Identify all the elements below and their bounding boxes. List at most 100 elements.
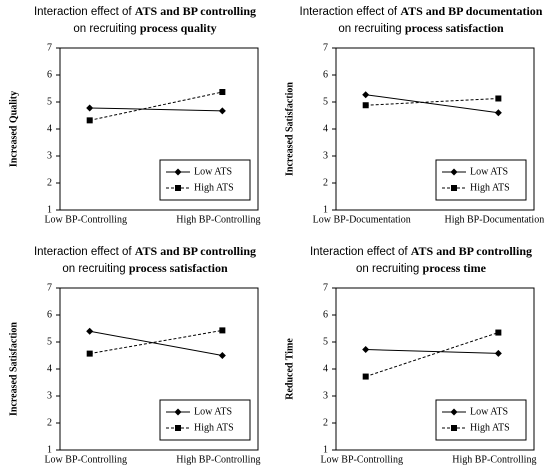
legend-box <box>435 159 527 201</box>
legend-label: Low ATS <box>470 406 508 417</box>
legend-label: High ATS <box>194 182 234 193</box>
y-tick-label: 7 <box>47 42 52 53</box>
marker <box>86 327 94 335</box>
y-tick-label: 2 <box>323 177 328 188</box>
x-tick-label: High BP-Controlling <box>452 454 536 465</box>
y-tick-label: 3 <box>323 150 328 161</box>
chart-title: on recruiting process quality <box>73 21 216 35</box>
title-run: Interaction effect of <box>34 6 135 18</box>
chart-panel: Interaction effect of ATS and BP control… <box>8 4 260 226</box>
marker <box>362 373 369 380</box>
series-line <box>89 107 223 112</box>
chart-title: Interaction effect of ATS and BP documen… <box>300 4 543 18</box>
x-tick-label: High BP-Controlling <box>176 454 260 465</box>
legend-marker <box>450 168 458 176</box>
y-tick-label: 4 <box>47 363 52 374</box>
chart-title: on recruiting process satisfaction <box>338 21 504 35</box>
title-run: ATS and BP controlling <box>135 4 256 18</box>
y-tick-label: 3 <box>323 390 328 401</box>
x-tick-label: Low BP-Controlling <box>320 454 403 465</box>
series-line <box>89 330 223 356</box>
marker <box>494 109 502 117</box>
x-tick-label: Low BP-Controlling <box>44 454 127 465</box>
y-tick-label: 2 <box>47 177 52 188</box>
title-run: on recruiting <box>338 23 404 35</box>
chart-panel: Interaction effect of ATS and BP documen… <box>284 4 544 226</box>
y-axis-label: Increased Satisfaction <box>8 322 19 416</box>
y-tick-label: 1 <box>47 444 52 455</box>
y-tick-label: 1 <box>323 444 328 455</box>
chart-panel: Interaction effect of ATS and BP control… <box>284 244 536 466</box>
series-line <box>365 97 499 106</box>
title-run: process time <box>423 261 487 275</box>
y-tick-label: 3 <box>47 150 52 161</box>
y-tick-label: 7 <box>323 282 328 293</box>
y-tick-label: 4 <box>47 123 52 134</box>
marker <box>219 89 226 96</box>
legend-label: High ATS <box>470 182 510 193</box>
title-run: Interaction effect of <box>310 246 411 258</box>
legend-label: Low ATS <box>194 406 232 417</box>
series-line <box>365 349 499 354</box>
legend-box <box>159 399 251 441</box>
y-tick-label: 5 <box>323 336 328 347</box>
x-tick-label: High BP-Controlling <box>176 214 260 225</box>
legend-marker <box>174 408 182 416</box>
y-axis-label: Reduced Time <box>284 338 295 400</box>
legend-marker <box>450 408 458 416</box>
y-tick-label: 4 <box>323 123 328 134</box>
series-line <box>89 329 223 355</box>
y-tick-label: 3 <box>47 390 52 401</box>
y-tick-label: 5 <box>47 336 52 347</box>
legend-marker <box>175 185 181 191</box>
y-tick-label: 5 <box>323 96 328 107</box>
title-run: ATS and BP documentation <box>400 4 542 18</box>
title-run: process quality <box>140 21 217 35</box>
y-tick-label: 5 <box>47 96 52 107</box>
title-run: ATS and BP controlling <box>411 244 532 258</box>
marker <box>218 107 226 115</box>
title-run: ATS and BP controlling <box>135 244 256 258</box>
title-run: Interaction effect of <box>34 246 135 258</box>
marker <box>495 329 502 336</box>
series-line <box>365 94 499 114</box>
y-axis-label: Increased Satisfaction <box>284 82 295 176</box>
y-tick-label: 7 <box>323 42 328 53</box>
y-tick-label: 4 <box>323 363 328 374</box>
y-axis-label: Increased Quality <box>8 91 19 167</box>
chart-title: Interaction effect of ATS and BP control… <box>34 4 256 18</box>
chart-title: Interaction effect of ATS and BP control… <box>34 244 256 258</box>
series-line <box>89 91 223 121</box>
title-run: on recruiting <box>73 23 139 35</box>
title-run: process satisfaction <box>405 21 504 35</box>
marker <box>362 91 370 99</box>
marker <box>362 102 369 109</box>
series-line <box>365 332 499 378</box>
marker <box>495 95 502 102</box>
chart-title: Interaction effect of ATS and BP control… <box>310 244 532 258</box>
y-tick-label: 7 <box>47 282 52 293</box>
legend-marker <box>175 425 181 431</box>
y-tick-label: 6 <box>47 69 52 80</box>
legend-box <box>159 159 251 201</box>
x-tick-label: High BP-Documentation <box>445 214 545 225</box>
y-tick-label: 1 <box>47 204 52 215</box>
x-tick-label: Low BP-Documentation <box>313 214 411 225</box>
chart-title: on recruiting process time <box>356 261 487 275</box>
marker <box>362 346 370 354</box>
legend-marker <box>174 168 182 176</box>
y-tick-label: 2 <box>47 417 52 428</box>
y-tick-label: 6 <box>323 309 328 320</box>
title-run: on recruiting <box>356 263 422 275</box>
y-tick-label: 2 <box>323 417 328 428</box>
legend-box <box>435 399 527 441</box>
chart-panel: Interaction effect of ATS and BP control… <box>8 244 260 466</box>
legend-label: Low ATS <box>470 166 508 177</box>
marker <box>494 349 502 357</box>
legend-marker <box>451 185 457 191</box>
chart-title: on recruiting process satisfaction <box>62 261 228 275</box>
y-tick-label: 6 <box>323 69 328 80</box>
legend-label: High ATS <box>470 422 510 433</box>
legend-marker <box>451 425 457 431</box>
